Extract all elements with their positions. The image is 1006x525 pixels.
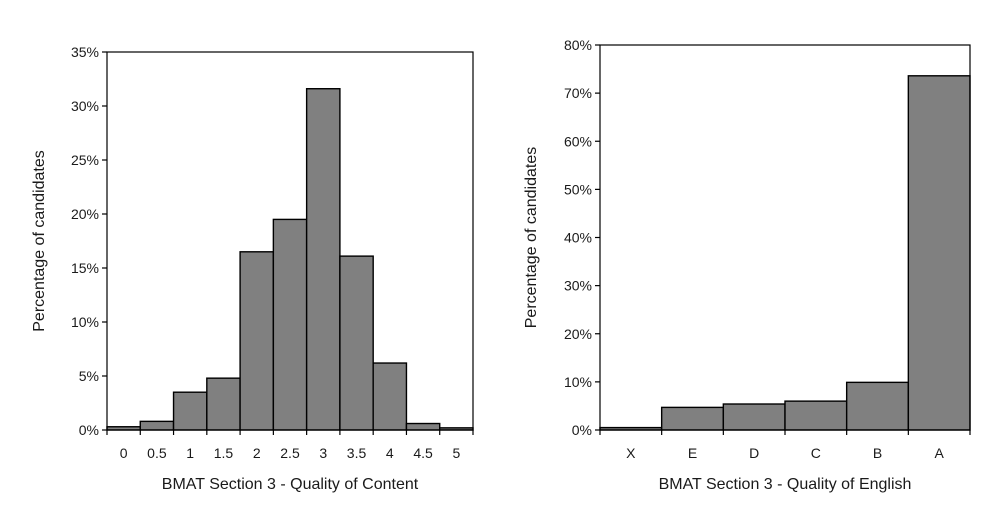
ytick-label-content-25: 25% (71, 152, 99, 168)
ytick-label-content-35: 35% (71, 44, 99, 60)
bar-english-5 (907, 75, 971, 431)
y-axis-title-english: Percentage of candidates (523, 147, 540, 328)
xtick-label-content-10: 5 (452, 445, 460, 461)
x-axis-title-content: BMAT Section 3 - Quality of Content (162, 476, 419, 493)
ytick-label-english-20: 20% (564, 326, 592, 342)
xtick-label-english-3: C (811, 445, 821, 461)
bar-content-8 (372, 362, 408, 431)
ytick-label-english-50: 50% (564, 181, 592, 197)
xtick-label-english-5: A (934, 445, 944, 461)
bar-content-6 (305, 88, 341, 431)
xtick-label-content-6: 3 (319, 445, 327, 461)
x-axis-title-english: BMAT Section 3 - Quality of English (659, 476, 912, 493)
xtick-label-english-0: X (626, 445, 636, 461)
bar-english-1 (660, 406, 725, 431)
ytick-label-content-20: 20% (71, 206, 99, 222)
ytick-label-content-30: 30% (71, 98, 99, 114)
bar-content-7 (339, 255, 374, 431)
ytick-label-english-30: 30% (564, 278, 592, 294)
xtick-label-content-0: 0 (120, 445, 128, 461)
ytick-label-english-60: 60% (564, 133, 592, 149)
xtick-label-english-1: E (688, 445, 697, 461)
bar-content-2 (172, 391, 208, 431)
bar-content-5 (272, 218, 308, 431)
xtick-label-content-7: 3.5 (347, 445, 367, 461)
ytick-label-english-70: 70% (564, 85, 592, 101)
ytick-label-content-10: 10% (71, 314, 99, 330)
bar-content-3 (206, 377, 241, 431)
xtick-label-content-9: 4.5 (413, 445, 433, 461)
ytick-label-content-0: 0% (79, 422, 99, 438)
ytick-label-content-15: 15% (71, 260, 99, 276)
bar-english-4 (845, 381, 910, 431)
xtick-label-english-2: D (749, 445, 759, 461)
ytick-label-english-10: 10% (564, 374, 592, 390)
bar-english-3 (784, 400, 848, 431)
bar-content-4 (239, 251, 275, 431)
xtick-label-english-4: B (873, 445, 882, 461)
xtick-label-content-4: 2 (253, 445, 261, 461)
ytick-label-english-80: 80% (564, 37, 592, 53)
ytick-label-english-40: 40% (564, 230, 592, 246)
ytick-label-content-5: 5% (79, 368, 99, 384)
xtick-label-content-3: 1.5 (214, 445, 234, 461)
xtick-label-content-5: 2.5 (280, 445, 300, 461)
xtick-label-content-2: 1 (186, 445, 194, 461)
bar-content-9 (405, 422, 441, 431)
chart-english: 0% 10% 20% 30% 40% 50% 60% 70% 80% X E D C B A BMAT Sec… (523, 37, 971, 493)
plot-frame-content (106, 51, 474, 431)
bar-content-1 (139, 420, 175, 431)
bar-english-2 (722, 403, 786, 431)
xtick-label-content-8: 4 (386, 445, 394, 461)
xtick-label-content-1: 0.5 (147, 445, 167, 461)
ytick-label-english-0: 0% (572, 422, 592, 438)
y-axis-title-content: Percentage of candidates (31, 150, 48, 331)
chart-content: 0% 5% 10% 15% 20% 25% 30% 35% 0 0.5 1 1.5 2 2.5 3 3.5 4 4… (31, 44, 474, 493)
